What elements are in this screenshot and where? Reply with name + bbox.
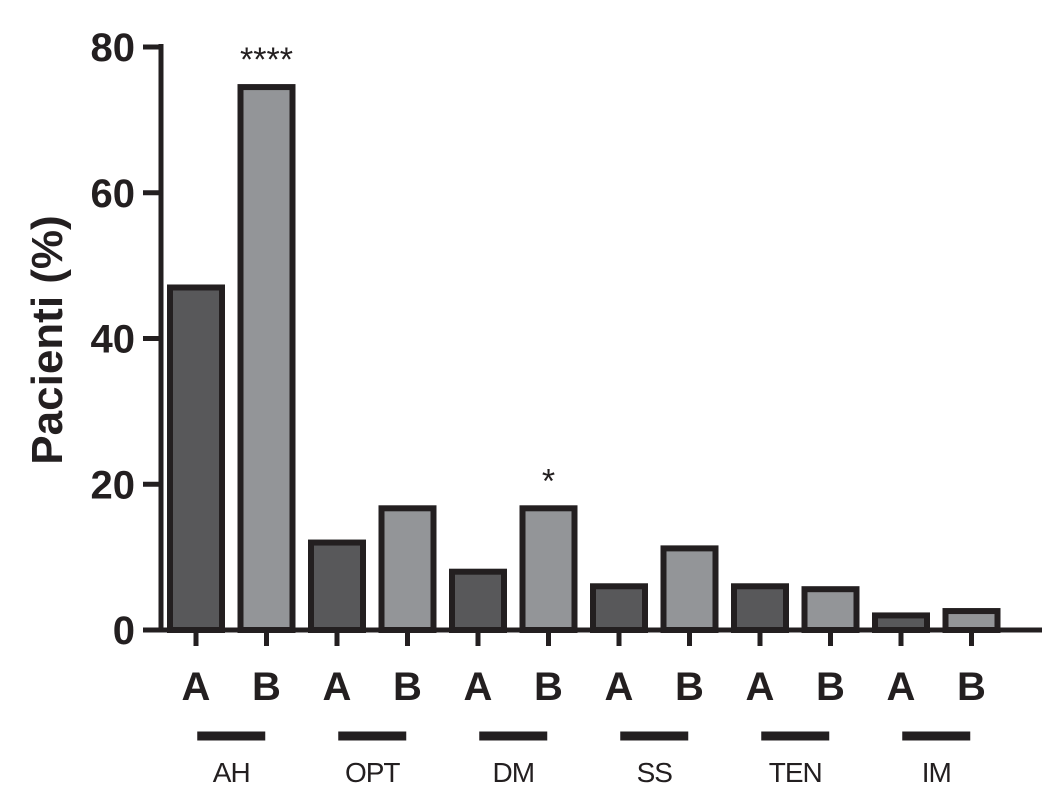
bar-opt-b <box>378 505 437 633</box>
bar-dm-a <box>449 568 507 634</box>
x-category-label: B <box>816 665 845 709</box>
bar-ten-a <box>731 583 789 634</box>
y-tick-label: 0 <box>113 609 135 653</box>
bar-opt-a <box>308 539 366 633</box>
x-category-label: B <box>957 665 986 709</box>
x-category-label: A <box>323 665 352 709</box>
x-category-label: B <box>675 665 704 709</box>
y-axis-label: Pacienti (%) <box>23 215 72 464</box>
y-axis: 0 20 40 60 80 <box>91 26 164 653</box>
y-tick-label: 40 <box>91 318 136 362</box>
x-category-label: A <box>746 665 775 709</box>
group-label-ten: TEN <box>769 757 822 788</box>
bars: ***** <box>167 41 1001 634</box>
significance-annotation: **** <box>240 41 293 79</box>
bar-ss-b <box>660 545 719 634</box>
group-label-opt: OPT <box>345 757 400 788</box>
bar-ten-b <box>801 586 860 634</box>
x-category-label: B <box>393 665 422 709</box>
x-category-label: A <box>464 665 493 709</box>
bar-ah-a <box>167 284 225 633</box>
x-category-label: B <box>534 665 563 709</box>
bar-im-b <box>942 608 1001 633</box>
bar-dm-b <box>519 505 578 633</box>
group-label-dm: DM <box>492 757 534 788</box>
y-tick-label: 80 <box>91 26 136 70</box>
group-label-im: IM <box>922 757 951 788</box>
x-category-label: B <box>252 665 281 709</box>
y-tick-label: 20 <box>91 463 136 507</box>
group-label-ah: AH <box>213 757 250 788</box>
x-category-label: A <box>887 665 916 709</box>
significance-annotation: * <box>542 462 555 500</box>
x-category-label: A <box>182 665 211 709</box>
x-category-label: A <box>605 665 634 709</box>
bar-ah-b <box>237 84 296 634</box>
bar-ss-a <box>590 583 648 634</box>
group-label-ss: SS <box>637 757 673 788</box>
y-tick-label: 60 <box>91 172 136 216</box>
